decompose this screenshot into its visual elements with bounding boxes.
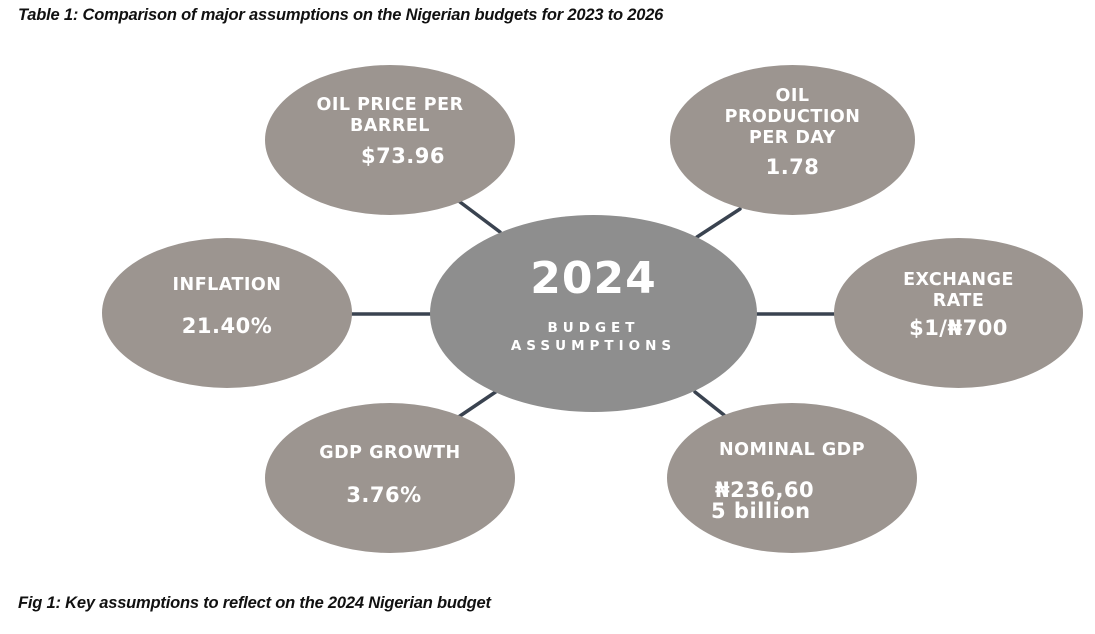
node-oil-price: OIL PRICE PER BARREL $73.96 bbox=[265, 65, 515, 215]
node-oil-production: OIL PRODUCTION PER DAY 1.78 bbox=[670, 65, 915, 215]
inflation-label: INFLATION bbox=[172, 275, 282, 295]
node-inflation: INFLATION 21.40% bbox=[102, 238, 352, 388]
exchange-rate-value: $1/₦700 bbox=[909, 316, 1008, 340]
oil-production-value: 1.78 bbox=[765, 155, 820, 179]
nominal-gdp-value-line2: 5 billion bbox=[711, 499, 811, 523]
center-year: 2024 bbox=[530, 253, 657, 304]
figure-caption: Fig 1: Key assumptions to reflect on the… bbox=[18, 594, 491, 612]
nominal-gdp-value-line1: ₦236,60 bbox=[715, 478, 815, 502]
oil-price-label-line1: OIL PRICE PER bbox=[316, 95, 464, 115]
oil-price-label-line2: BARREL bbox=[350, 116, 430, 136]
oil-production-label-line1: OIL bbox=[775, 86, 810, 106]
center-node-2024-budget: 2024 BUDGET ASSUMPTIONS bbox=[430, 215, 757, 412]
node-exchange-rate: EXCHANGE RATE $1/₦700 bbox=[834, 238, 1083, 388]
oil-production-label-line2: PRODUCTION bbox=[724, 107, 861, 127]
connector-gdp-growth bbox=[455, 389, 499, 420]
gdp-growth-label: GDP GROWTH bbox=[319, 443, 461, 463]
exchange-rate-label-line2: RATE bbox=[932, 291, 985, 311]
connector-nominal-gdp bbox=[693, 390, 726, 417]
center-subtitle-line2: ASSUMPTIONS bbox=[510, 338, 677, 354]
table-title: Table 1: Comparison of major assumptions… bbox=[18, 6, 664, 24]
nominal-gdp-label: NOMINAL GDP bbox=[718, 440, 866, 460]
node-gdp-growth: GDP GROWTH 3.76% bbox=[265, 403, 515, 553]
node-nominal-gdp: NOMINAL GDP ₦236,60 5 billion bbox=[667, 403, 917, 553]
oil-price-value: $73.96 bbox=[360, 144, 446, 168]
oil-production-label-line3: PER DAY bbox=[749, 128, 836, 148]
gdp-growth-value: 3.76% bbox=[346, 483, 422, 507]
connector-oil-production bbox=[695, 207, 742, 239]
center-subtitle-line1: BUDGET bbox=[547, 320, 640, 336]
connector-oil-price bbox=[458, 200, 502, 234]
inflation-value: 21.40% bbox=[181, 314, 273, 338]
exchange-rate-label-line1: EXCHANGE bbox=[903, 270, 1014, 290]
